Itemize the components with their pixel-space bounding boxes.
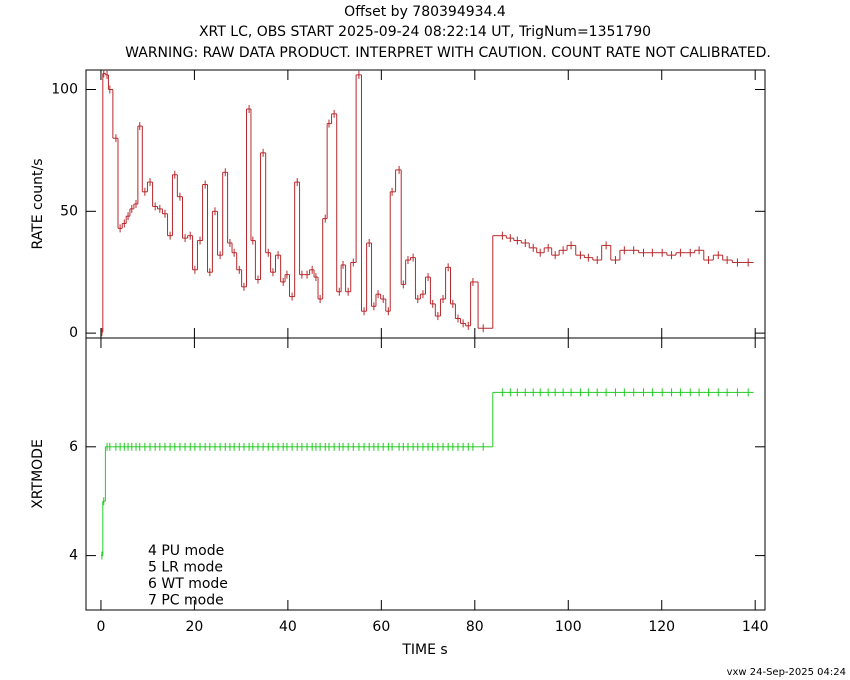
y-tick-label: 0 — [69, 325, 78, 341]
plot-frame — [85, 69, 766, 339]
warning: WARNING: RAW DATA PRODUCT. INTERPRET WIT… — [125, 45, 771, 61]
y-tick-label: 6 — [69, 439, 78, 455]
x-tick-label: 40 — [279, 619, 297, 635]
y-axis-label: RATE count/s — [30, 158, 46, 249]
annotation: 6 WT mode — [148, 576, 228, 592]
annotation: 4 PU mode — [148, 543, 224, 559]
footer: vxw 24-Sep-2025 04:24 — [727, 667, 846, 678]
chart-subtitle: XRT LC, OBS START 2025-09-24 08:22:14 UT… — [199, 24, 651, 40]
annotation: 5 LR mode — [148, 560, 223, 576]
x-tick-label: 60 — [372, 619, 390, 635]
x-tick-label: 140 — [742, 619, 769, 635]
x-tick-label: 0 — [96, 619, 105, 635]
y-tick-label: 100 — [51, 81, 78, 97]
annotation: 7 PC mode — [148, 593, 224, 609]
x-tick-label: 20 — [186, 619, 204, 635]
y-axis-label: XRTMODE — [30, 439, 46, 509]
x-tick-label: 120 — [648, 619, 675, 635]
y-tick-label: 4 — [69, 548, 78, 564]
plot-frame — [85, 337, 766, 611]
x-axis-label: TIME s — [401, 642, 447, 658]
x-tick-label: 100 — [555, 619, 582, 635]
chart-title: Offset by 780394934.4 — [344, 4, 506, 20]
y-tick-label: 50 — [60, 203, 78, 219]
x-tick-label: 80 — [466, 619, 484, 635]
